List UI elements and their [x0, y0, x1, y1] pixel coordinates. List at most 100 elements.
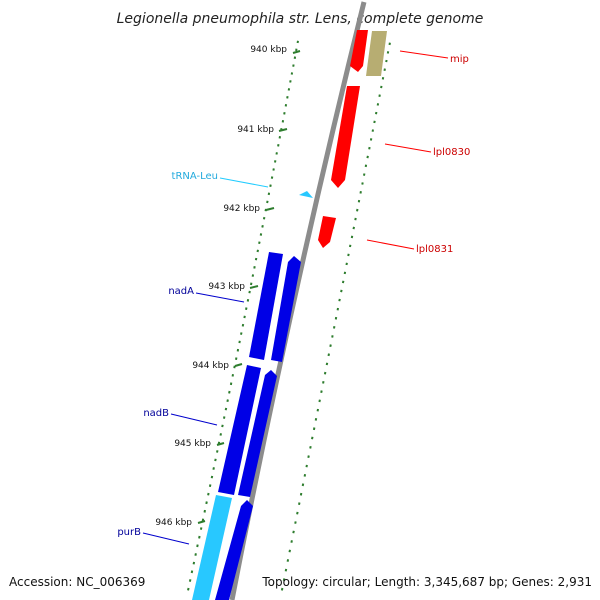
scale-track-dot [270, 176, 274, 179]
scale-track-dot [224, 407, 228, 411]
gene-nadB-inner-arrow [238, 370, 277, 497]
scale-tick-label: 944 kbp [192, 361, 229, 371]
scale-track-dot [329, 344, 332, 348]
scale-track-dot [240, 332, 243, 335]
scale-track-dot [199, 527, 203, 530]
gene-label-lpl0831: lpl0831 [416, 244, 453, 255]
scale-track-dot [226, 399, 229, 403]
scale-track-dot [245, 307, 248, 311]
scale-tick-label: 943 kbp [208, 282, 245, 292]
gene-label-mip: mip [450, 54, 469, 65]
scale-track-dot [347, 253, 350, 257]
label-leader-purB [142, 532, 190, 545]
scale-track-dot [261, 224, 264, 228]
scale-track-dot [280, 587, 284, 591]
gene-lpl0830-arrow [331, 86, 360, 188]
gene-purB-inner-arrow [215, 500, 253, 600]
scale-track-dot [190, 570, 194, 574]
gene-nadA-outer-arrow [249, 252, 283, 360]
scale-track-dot [208, 484, 212, 488]
scale-track-dot [307, 455, 310, 459]
scale-track-dot [284, 568, 288, 572]
label-leader-lpl0830 [384, 143, 432, 153]
scale-track-dot [292, 530, 295, 534]
scale-track-dot [262, 216, 266, 220]
scale-track-dot [214, 458, 217, 462]
gene-mip-red-arrow [350, 30, 368, 72]
scale-track-dot [210, 475, 214, 479]
label-leader-lpl0831 [366, 239, 415, 250]
scale-track-dot [325, 362, 329, 366]
scale-track-dot [366, 155, 369, 159]
trna-leu-feature [299, 191, 313, 198]
scale-track-dot [298, 502, 301, 506]
scale-track-dot [312, 427, 316, 431]
scale-track-dot [288, 549, 291, 553]
scale-track-dot [228, 390, 231, 394]
scale-tick-label: 945 kbp [174, 439, 211, 449]
scale-tick [278, 128, 288, 132]
scale-track-dot [341, 280, 345, 284]
scale-track-dot [196, 544, 199, 548]
scale-track-dot [294, 521, 297, 524]
scale-track-dot [207, 492, 210, 496]
scale-track-dot [338, 298, 341, 302]
scale-tick-label: 941 kbp [237, 125, 274, 135]
scale-track-dot [241, 323, 245, 327]
scale-track-dot [320, 390, 323, 394]
forward-strand-genes [299, 30, 387, 248]
scale-track-dot [286, 559, 290, 562]
scale-track-dot [311, 436, 314, 440]
scale-track-dot [192, 561, 196, 565]
scale-tick-label: 946 kbp [155, 518, 192, 528]
scale-track-dot [246, 298, 250, 302]
gene-purB-outer-arrow [192, 495, 232, 600]
scale-track-dot [282, 578, 286, 582]
scale-track-dot [309, 445, 312, 449]
gene-nadA-inner-arrow [271, 256, 301, 362]
scale-track-dot [352, 226, 355, 230]
scale-tick [234, 363, 243, 367]
scale-track-dot [323, 371, 327, 375]
label-leader-trna-leu [219, 177, 269, 188]
scale-track-dot [290, 540, 293, 543]
gene-label-purB: purB [117, 527, 141, 538]
scale-tick [265, 207, 275, 211]
scale-track-dot [340, 289, 343, 293]
scale-ticks: 940 kbp 941 kbp 942 kbp 943 kbp 944 kbp … [155, 45, 301, 528]
label-leader-mip [399, 50, 449, 59]
scale-track-dot [258, 241, 261, 245]
scale-track-dot [205, 501, 208, 505]
scale-tick [197, 520, 206, 524]
accession-text: Accession: NC_006369 [9, 575, 145, 589]
gene-nadB-outer-arrow [218, 365, 261, 495]
gene-label-lpl0830: lpl0830 [433, 147, 470, 158]
scale-tick [249, 285, 259, 289]
scale-track-dot [219, 433, 222, 436]
scale-track-dot [187, 587, 190, 591]
reverse-strand-genes [192, 252, 301, 600]
scale-track-dot [203, 509, 206, 513]
scale-track-dot [256, 249, 259, 253]
gene-label-nadA: nadA [168, 286, 194, 297]
scale-track-dot [327, 353, 330, 357]
label-leader-nadA [195, 292, 245, 303]
scale-tick-label: 940 kbp [250, 45, 287, 55]
scale-track-dot [259, 233, 263, 236]
scale-tick-label: 942 kbp [223, 204, 260, 214]
scale-track-dot [251, 274, 255, 277]
label-leader-nadB [170, 413, 218, 426]
scale-track-dot [303, 473, 307, 477]
scale-track-dot [296, 511, 299, 515]
scale-track-dot [212, 467, 215, 470]
scale-track-dot [314, 417, 318, 421]
scale-tick [216, 442, 225, 446]
scale-track-dot [318, 399, 321, 403]
scale-track-dot [356, 208, 359, 212]
gene-labels: mip lpl0830 lpl0831 tRNA-Leu nadA nadB p… [117, 50, 470, 545]
map-title: Legionella pneumophila str. Lens, comple… [117, 11, 484, 27]
scale-track-dot [216, 450, 219, 453]
genome-summary-text: Topology: circular; Length: 3,345,687 bp… [261, 575, 592, 589]
scale-track-dot [221, 424, 224, 428]
